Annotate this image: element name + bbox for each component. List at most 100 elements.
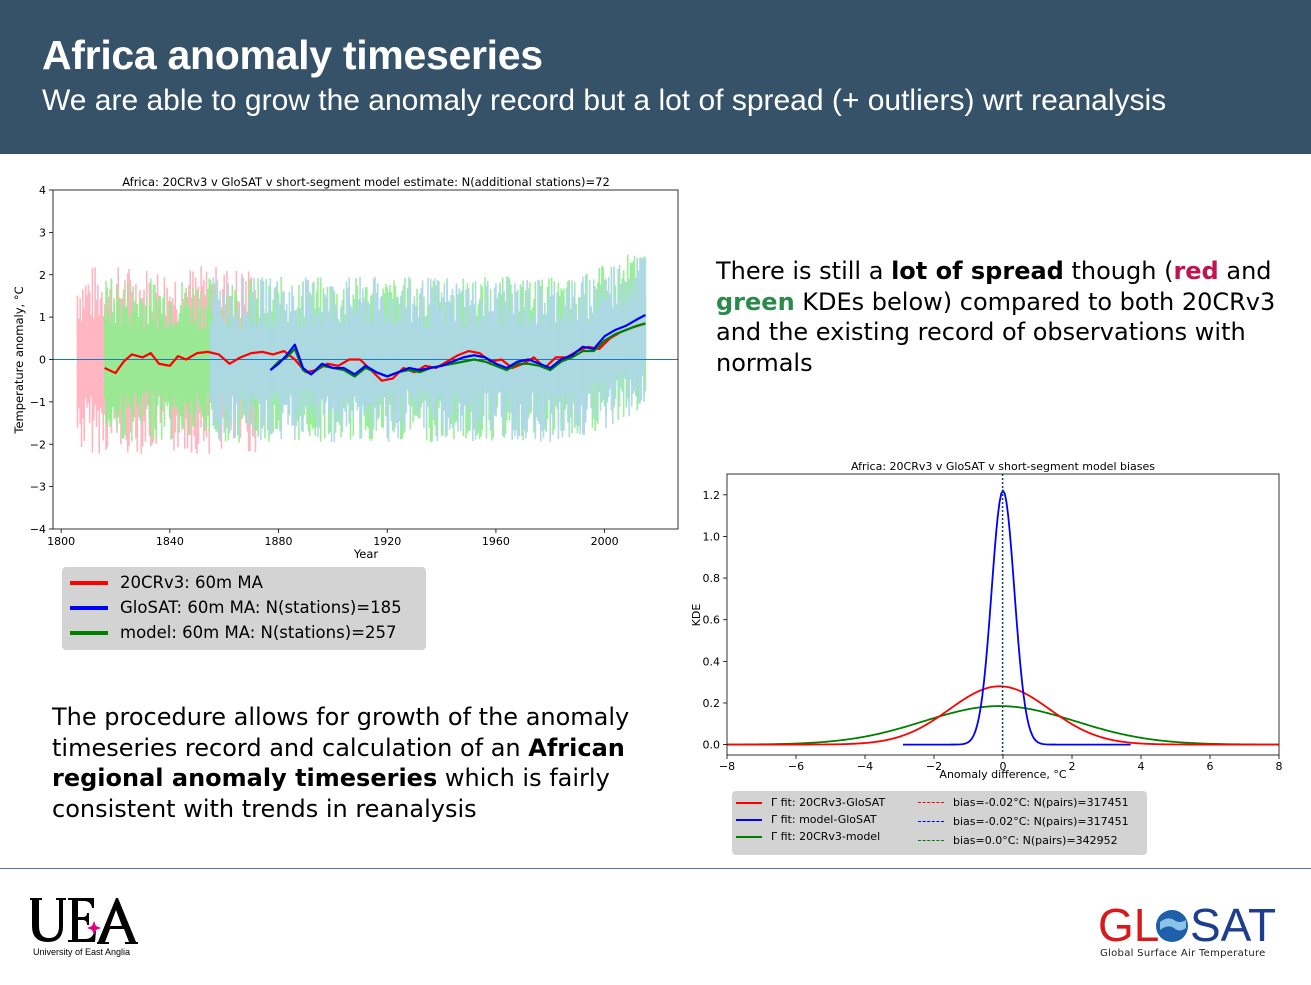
y-tick-label: −3 [30,481,46,494]
text-bold: lot of spread [891,257,1064,285]
kde-ticks: −8 −6 −4 −2 0 2 4 6 8 0.0 0.2 0.4 0.6 0.8 1.0 1.2 [703,489,1283,773]
header-banner: Africa anomaly timeseries We are able to… [0,0,1311,154]
timeseries-xlabel: Year [353,547,379,561]
text-run: though ( [1063,257,1174,285]
legend-swatch-blue [736,818,762,821]
y-tick-label: −1 [30,396,46,409]
page-title: Africa anomaly timeseries [42,32,543,78]
legend-swatch-red [70,580,108,585]
series-line-3 [269,322,646,378]
timeseries-spread-bands [76,254,647,454]
kde-legend-item: Γ fit: 20CRv3-GloSAT [736,796,885,809]
text-run: There is still a [716,257,892,285]
text-bold: African regional anomaly timeseries [52,733,625,793]
kde-legend-item: Γ fit: 20CRv3-model [736,830,880,843]
right-paragraph: There is still a lot of spread though (r… [716,256,1286,378]
legend-item-20crv3: 20CRv3: 60m MA [70,573,263,592]
text-run: The procedure allows for growth of the a… [52,703,630,762]
timeseries-title: Africa: 20CRv3 v GloSAT v short-segment … [122,175,610,189]
y-tick-label: 2 [39,269,46,282]
series-line-2 [269,314,646,378]
timeseries-chart: Africa: 20CRv3 v GloSAT v short-segment … [0,168,690,568]
x-tick-label: 6 [1207,760,1214,773]
legend-label: Γ fit: 20CRv3-GloSAT [771,796,886,809]
glosat-logo: GL SAT [1098,900,1276,950]
legend-item-glosat: GloSAT: 60m MA: N(stations)=185 [70,598,402,617]
kde-ylabel: KDE [690,604,703,627]
x-tick-label: 1840 [156,535,184,548]
kde-lines [726,474,1280,755]
timeseries-ticks: 1800 1840 1880 1920 1960 2000 −4 −3 −2 −1 0 1 2 3 4 [30,184,619,548]
y-tick-label: 0.0 [703,739,721,752]
legend-label: bias=0.0°C: N(pairs)=342952 [953,834,1118,847]
text-run: KDEs below) compared to both 20CRv3 and … [716,287,1276,377]
kde-legend-item: Γ fit: model-GloSAT [736,813,877,826]
legend-label: bias=-0.02°C: N(pairs)=317451 [953,796,1129,809]
legend-label: GloSAT: 60m MA: N(stations)=185 [120,598,402,617]
kde-legend-item: bias=0.0°C: N(pairs)=342952 [918,834,1118,847]
timeseries-lines [53,314,678,382]
x-tick-label: −4 [857,760,873,773]
legend-swatch-green [70,630,108,635]
glosat-gl: GL [1098,900,1159,950]
x-tick-label: −6 [788,760,804,773]
y-tick-label: 0.2 [703,697,721,710]
text-red: red [1173,257,1219,285]
legend-label: model: 60m MA: N(stations)=257 [120,623,397,642]
legend-label: bias=-0.02°C: N(pairs)=317451 [953,815,1129,828]
legend-label: 20CRv3: 60m MA [120,573,263,592]
page-subtitle: We are able to grow the anomaly record b… [42,84,1167,117]
legend-swatch-red-dashed [918,802,944,803]
uea-caption: University of East Anglia [33,947,131,957]
y-tick-label: 1 [39,311,46,324]
y-tick-label: 0.4 [703,655,721,668]
y-tick-label: 0.8 [703,572,721,585]
x-tick-label: −8 [719,760,735,773]
legend-swatch-red [736,801,762,804]
y-tick-label: 0 [39,354,46,367]
timeseries-ylabel: Temperature anomaly, °C [12,286,26,434]
text-run: and [1218,257,1272,285]
x-tick-label: 0 [1000,760,1007,773]
timeseries-legend: 20CRv3: 60m MA GloSAT: 60m MA: N(station… [62,567,426,650]
x-tick-label: 1800 [47,535,75,548]
kde-legend-item: bias=-0.02°C: N(pairs)=317451 [918,815,1129,828]
y-tick-label: 3 [39,226,46,239]
y-tick-label: 0.6 [703,614,721,627]
legend-swatch-blue [70,605,108,610]
x-tick-label: 1880 [265,535,293,548]
spread-band-glosat [209,257,647,443]
kde-frame [726,473,1280,756]
kde-chart: Africa: 20CRv3 v GloSAT v short-segment … [680,455,1300,790]
glosat-sat: SAT [1190,900,1276,950]
x-tick-label: 2000 [591,535,619,548]
legend-item-model: model: 60m MA: N(stations)=257 [70,623,396,642]
legend-swatch-green-dashed [918,840,944,841]
x-tick-label: 1920 [373,535,401,548]
legend-swatch-blue-dashed [918,821,944,822]
x-tick-label: 4 [1138,760,1145,773]
glosat-caption: Global Surface Air Temperature [1100,948,1266,959]
y-tick-label: −4 [30,523,46,536]
timeseries-svg: Africa: 20CRv3 v GloSAT v short-segment … [12,175,679,561]
footer-divider [0,868,1311,869]
kde-svg: Africa: 20CRv3 v GloSAT v short-segment … [690,460,1283,781]
kde-title: Africa: 20CRv3 v GloSAT v short-segment … [851,460,1155,473]
x-tick-label: −2 [926,760,942,773]
legend-label: Γ fit: 20CRv3-model [771,830,881,843]
y-tick-label: −2 [30,438,46,451]
x-tick-label: 2 [1069,760,1076,773]
x-tick-label: 1960 [482,535,510,548]
text-run: which is fairly consistent with trends i… [52,764,610,823]
kde-legend-item: bias=-0.02°C: N(pairs)=317451 [918,796,1129,809]
kde-legend: Γ fit: 20CRv3-GloSAT Γ fit: model-GloSAT… [732,791,1147,855]
kde-curve-2 [902,488,1131,746]
text-green: green [716,287,795,316]
uea-logo [30,898,138,944]
y-tick-label: 4 [39,184,46,197]
y-tick-label: 1.0 [703,530,721,543]
y-tick-label: 1.2 [703,489,721,502]
kde-xlabel: Anomaly difference, °C [939,768,1066,781]
x-tick-label: 8 [1276,760,1283,773]
timeseries-frame [52,189,679,530]
